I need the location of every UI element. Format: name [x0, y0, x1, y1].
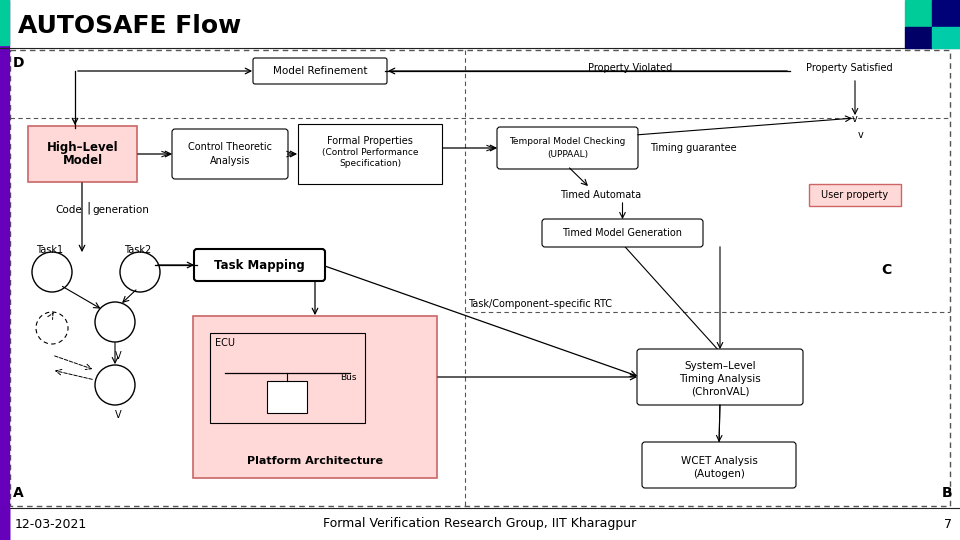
Circle shape [95, 365, 135, 405]
Text: Temporal Model Checking: Temporal Model Checking [510, 137, 626, 145]
Text: WCET Analysis: WCET Analysis [681, 456, 757, 466]
Text: Timed Automata: Timed Automata [560, 190, 641, 200]
Bar [210, 333, 365, 423]
Text: Task2: Task2 [124, 245, 152, 255]
Text: Control Theoretic: Control Theoretic [188, 142, 272, 152]
Text: Bus: Bus [340, 374, 356, 382]
FancyBboxPatch shape [193, 316, 437, 478]
Circle shape [32, 252, 72, 292]
Text: Platform Architecture: Platform Architecture [247, 456, 383, 466]
Bar [0, 508, 9, 540]
Text: Timing guarantee: Timing guarantee [650, 143, 736, 153]
Text: Model Refinement: Model Refinement [273, 66, 368, 76]
Text: (Autogen): (Autogen) [693, 469, 745, 479]
Text: v: v [858, 130, 864, 140]
FancyBboxPatch shape [542, 219, 703, 247]
FancyBboxPatch shape [642, 442, 796, 488]
Text: 7: 7 [944, 517, 952, 530]
Text: Formal Verification Research Group, IIT Kharagpur: Formal Verification Research Group, IIT … [324, 517, 636, 530]
Text: (Control Performance: (Control Performance [322, 148, 419, 157]
Bar [932, 27, 960, 48]
Text: Timed Model Generation: Timed Model Generation [563, 228, 683, 238]
Bar [267, 381, 307, 413]
FancyBboxPatch shape [28, 126, 137, 182]
FancyBboxPatch shape [172, 129, 288, 179]
Text: (ChronVAL): (ChronVAL) [691, 387, 749, 397]
Bar [0, 508, 9, 540]
Text: Property Satisfied: Property Satisfied [806, 63, 893, 73]
Text: A: A [13, 486, 24, 500]
Bar [905, 27, 932, 48]
Text: V: V [114, 410, 121, 420]
Bar [932, 0, 960, 27]
Bar [0, 0, 9, 45]
FancyBboxPatch shape [809, 184, 901, 206]
Text: >: > [285, 147, 296, 160]
Text: v: v [852, 114, 858, 124]
Text: Model: Model [62, 154, 103, 167]
Text: ECU: ECU [215, 338, 235, 348]
Text: B: B [942, 486, 952, 500]
Bar [905, 0, 932, 27]
FancyBboxPatch shape [637, 349, 803, 405]
FancyBboxPatch shape [298, 124, 442, 184]
Text: (UPPAAL): (UPPAAL) [547, 151, 588, 159]
Circle shape [120, 252, 160, 292]
Text: V: V [114, 351, 121, 361]
Text: C: C [881, 263, 892, 277]
Text: D: D [13, 56, 25, 70]
Circle shape [95, 302, 135, 342]
Text: |: | [86, 201, 90, 214]
Text: User property: User property [822, 190, 889, 200]
Text: Task/Component–specific RTC: Task/Component–specific RTC [468, 299, 612, 309]
Text: generation: generation [92, 205, 149, 215]
Text: Task1: Task1 [36, 245, 63, 255]
Text: Property Violated: Property Violated [588, 63, 672, 73]
Text: AUTOSAFE Flow: AUTOSAFE Flow [18, 14, 241, 38]
Text: Task Mapping: Task Mapping [214, 259, 305, 272]
Text: Code: Code [55, 205, 82, 215]
Text: High–Level: High–Level [47, 140, 118, 153]
Bar [9, 0, 905, 48]
FancyBboxPatch shape [497, 127, 638, 169]
FancyBboxPatch shape [194, 249, 325, 281]
Circle shape [36, 312, 68, 344]
Text: Formal Properties: Formal Properties [327, 136, 413, 146]
Bar [0, 508, 960, 540]
Text: Specification): Specification) [339, 159, 401, 168]
FancyBboxPatch shape [253, 58, 387, 84]
Text: Timing Analysis: Timing Analysis [679, 374, 761, 384]
Text: >: > [159, 147, 170, 160]
Bar [0, 0, 9, 540]
Text: System–Level: System–Level [684, 361, 756, 371]
Text: 12-03-2021: 12-03-2021 [15, 517, 87, 530]
Text: Analysis: Analysis [210, 156, 251, 166]
Text: >: > [485, 141, 495, 154]
